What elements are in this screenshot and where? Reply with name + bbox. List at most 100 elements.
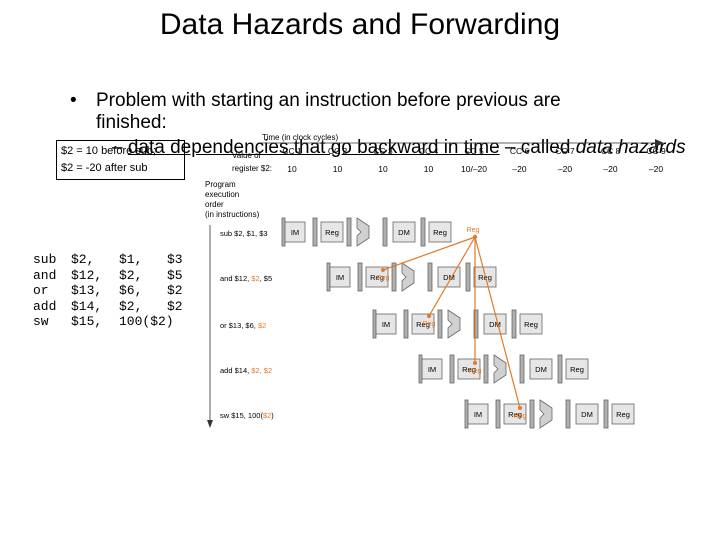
code-operand: $12, (71, 267, 103, 283)
program-order-arrow-head (207, 420, 213, 428)
register-value: 10 (424, 164, 434, 174)
instruction-label-text: add $14, (220, 366, 251, 375)
code-operand: $14, (71, 298, 103, 314)
dependency-source (472, 234, 478, 240)
instruction-row: and $12, $2, $5 IM Reg DM Reg (220, 262, 497, 292)
pipeline-block (565, 399, 571, 429)
pipeline-block (611, 403, 635, 425)
code-operand: $1, (119, 252, 143, 267)
program-order-label: Program (205, 180, 236, 189)
code-operand: $13, (71, 283, 103, 298)
stage-im: IM (291, 228, 299, 237)
stage-im: IM (336, 273, 344, 282)
code-opcode: sub (33, 252, 57, 267)
sub-bullet-rest: – called (499, 137, 576, 158)
stage-alu (493, 354, 507, 384)
register-value: –20 (649, 164, 663, 174)
bullet-point: • (70, 90, 77, 111)
stage-dm: DM (443, 273, 455, 282)
stage-reg-write: Reg (524, 320, 538, 329)
instruction-label-highlight: $2 (258, 321, 266, 330)
dependency-endpoint (518, 406, 522, 410)
program-order-label: (in instructions) (205, 210, 260, 219)
code-operand: $2, (71, 252, 95, 267)
stage-reg-write: Reg (433, 228, 447, 237)
instruction-label-highlight: $2, $2 (251, 366, 272, 375)
code-operand: $2 (167, 298, 183, 314)
sub-bullet-underlined: data dependencies that go backward in ti… (127, 137, 500, 158)
instruction-label-text: ) (271, 411, 274, 420)
register-value: –20 (512, 164, 526, 174)
cycle-label: CC 8 (601, 146, 621, 156)
cycle-label: CC 9 (646, 146, 666, 156)
pipeline-block (575, 403, 599, 425)
instruction-row: sw $15, 100($2) IM Reg DM Reg (220, 399, 635, 429)
instruction-label-highlight: $2 (263, 411, 271, 420)
time-axis-label: Time (in clock cycles) (262, 133, 338, 142)
pipeline-block (427, 262, 433, 292)
program-order-label: execution (205, 190, 239, 199)
dependency-endpoint (427, 314, 431, 318)
pipeline-block (365, 266, 389, 288)
register-value: 10/–20 (461, 164, 487, 174)
dependency-arrow (474, 236, 521, 409)
pipeline-diagram: Time (in clock cycles)Value of register $… (205, 133, 666, 429)
stage-dm: DM (535, 365, 547, 374)
pipeline-block (529, 399, 535, 429)
dependency-reg: Reg (423, 321, 436, 328)
code-opcode: or (33, 283, 49, 298)
stage-reg-write: Reg (478, 273, 492, 282)
code-operand: $3 (167, 252, 183, 267)
slide-title: Data Hazards and Forwarding (159, 8, 561, 41)
instruction-row: sub $2, $1, $3 IM Reg DM Reg (220, 217, 452, 247)
stage-reg-read: Reg (325, 228, 339, 237)
stage-alu (356, 217, 370, 247)
stage-reg-read: Reg (370, 273, 384, 282)
pipeline-block (603, 399, 609, 429)
register-value: –20 (558, 164, 572, 174)
pipeline-block (382, 217, 388, 247)
code-operand: $2, (119, 267, 143, 283)
instruction-row: or $13, $6, $2 IM Reg DM Reg (220, 309, 543, 339)
register-value: 10 (287, 164, 297, 174)
dependency-endpoint (381, 268, 385, 272)
dependency-reg: Reg (514, 413, 527, 420)
pipeline-block (418, 354, 423, 384)
code-operand: 100($2) (119, 314, 174, 329)
cycle-label: CC 1 (282, 146, 302, 156)
instruction-label: sub $2, $1, $3 (220, 229, 268, 238)
pipeline-block (375, 313, 397, 335)
instruction-row: add $14, $2, $2 IM Reg DM Reg (220, 354, 589, 384)
instruction-label: add $14, $2, $2 (220, 366, 272, 375)
cycle-label: CC 5 (464, 146, 484, 156)
stage-reg-write: Reg (616, 410, 630, 419)
code-operand: $2, (119, 298, 143, 314)
pipeline-block (473, 309, 479, 339)
dependency-endpoint (473, 361, 477, 365)
code-operand: $6, (119, 283, 143, 298)
pipeline-block (511, 309, 517, 339)
pipeline-block (519, 313, 543, 335)
pipeline-block (483, 354, 489, 384)
pipeline-block (312, 217, 318, 247)
pipeline-block (519, 354, 525, 384)
pipeline-block (465, 262, 471, 292)
instruction-label-text: or $13, $6, (220, 321, 258, 330)
pipeline-block (467, 403, 489, 425)
instruction-label-text: sub $2, $1, $3 (220, 229, 268, 238)
pipeline-block (392, 221, 416, 243)
code-opcode: add (33, 298, 57, 314)
register-value: 10 (333, 164, 343, 174)
pipeline-block (372, 309, 377, 339)
pipeline-block (529, 358, 553, 380)
stage-reg-write: Reg (570, 365, 584, 374)
register-value: –20 (603, 164, 617, 174)
instruction-label-text: sw $15, 100( (220, 411, 263, 420)
dependency-reg: Reg (377, 275, 390, 282)
code-opcode: and (33, 267, 57, 283)
time-arrow-head (655, 139, 664, 147)
stage-alu (447, 309, 461, 339)
dependency-arrow (428, 236, 476, 317)
pipeline-block (449, 354, 455, 384)
instruction-label: sw $15, 100($2) (220, 411, 274, 420)
